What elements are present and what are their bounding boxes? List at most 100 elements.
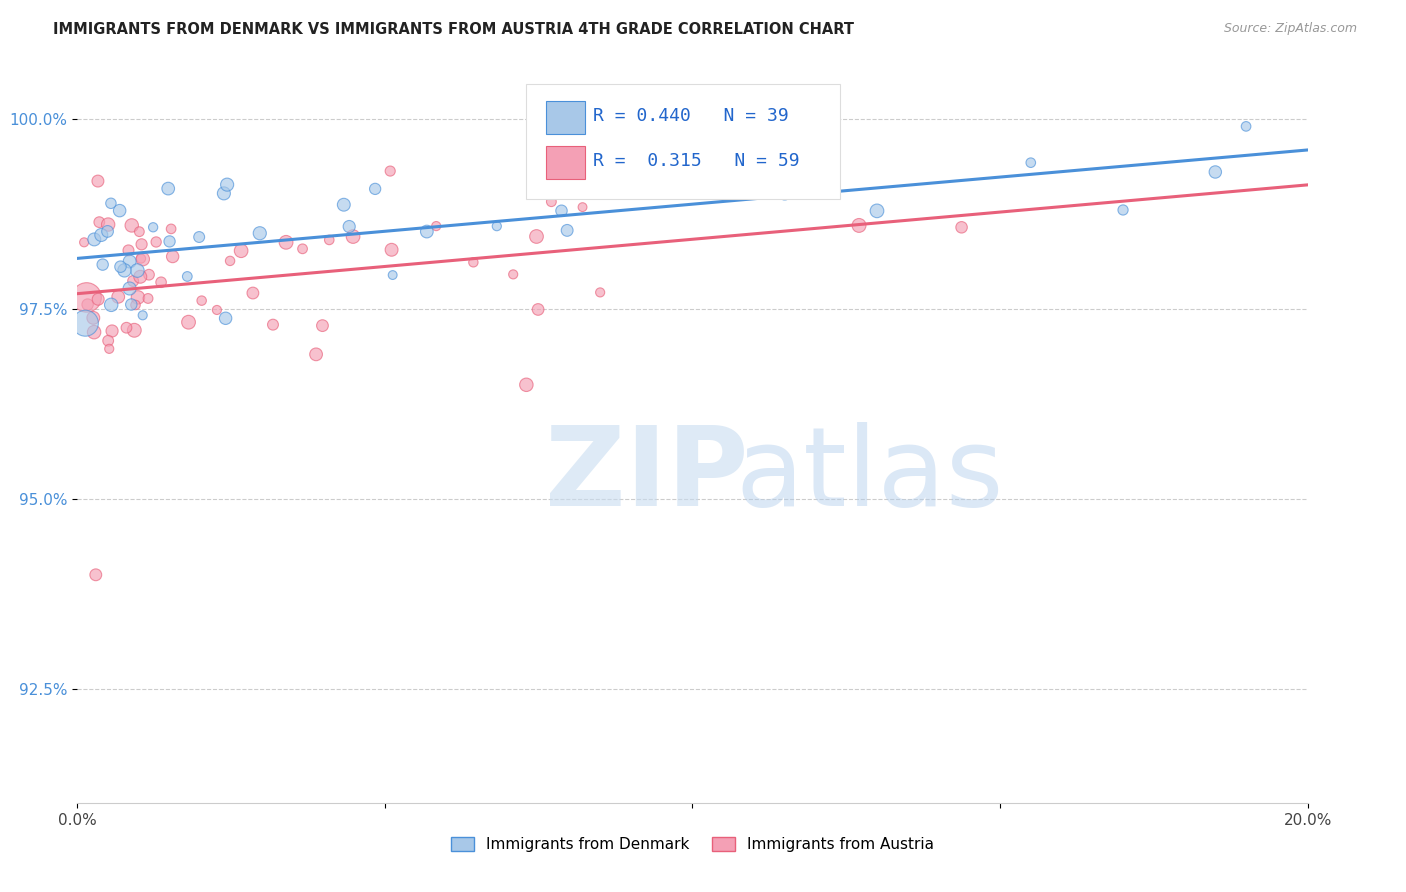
Point — [97, 334, 120, 348]
Point — [121, 219, 143, 233]
Point — [305, 347, 328, 361]
Point — [1204, 165, 1226, 179]
Point — [97, 218, 120, 232]
Point — [90, 227, 112, 242]
Point — [162, 250, 184, 264]
Point — [83, 325, 105, 339]
Point — [205, 302, 228, 317]
Point — [98, 342, 121, 356]
Point — [75, 316, 97, 330]
Point — [364, 182, 387, 196]
Point — [950, 220, 973, 235]
Point — [138, 268, 160, 282]
Point — [589, 285, 612, 300]
Point — [188, 230, 211, 244]
Text: IMMIGRANTS FROM DENMARK VS IMMIGRANTS FROM AUSTRIA 4TH GRADE CORRELATION CHART: IMMIGRANTS FROM DENMARK VS IMMIGRANTS FR… — [53, 22, 855, 37]
Text: R =  0.315   N = 59: R = 0.315 N = 59 — [593, 152, 800, 169]
Point — [76, 290, 98, 304]
Point — [115, 320, 138, 334]
FancyBboxPatch shape — [526, 84, 841, 200]
Point — [131, 308, 153, 322]
Point — [342, 229, 364, 244]
Point — [131, 237, 153, 252]
Point — [527, 153, 550, 167]
FancyBboxPatch shape — [546, 146, 585, 178]
Point — [128, 225, 150, 239]
Point — [214, 311, 236, 326]
Point — [274, 235, 297, 250]
Point — [713, 183, 735, 197]
Point — [76, 297, 98, 311]
Point — [571, 200, 593, 214]
Point — [117, 244, 139, 258]
Point — [129, 252, 152, 266]
Point — [550, 203, 572, 218]
Point — [142, 220, 165, 235]
Point — [1112, 202, 1135, 217]
Point — [118, 254, 141, 268]
Point — [91, 258, 114, 272]
Point — [177, 315, 200, 329]
Point — [337, 219, 360, 234]
Point — [87, 174, 110, 188]
Point — [122, 274, 145, 288]
Point — [114, 263, 136, 277]
Point — [120, 297, 142, 311]
Point — [311, 318, 333, 333]
Point — [124, 298, 146, 312]
Point — [150, 275, 173, 289]
Point — [262, 318, 284, 332]
Point — [100, 196, 122, 211]
Text: R = 0.440   N = 39: R = 0.440 N = 39 — [593, 107, 789, 125]
Point — [176, 269, 198, 284]
Point — [118, 281, 141, 295]
Point — [101, 324, 124, 338]
Point — [212, 186, 235, 201]
Point — [555, 223, 578, 237]
Point — [190, 293, 212, 308]
Point — [848, 219, 870, 233]
Point — [773, 186, 796, 201]
Point — [82, 310, 104, 325]
Point — [87, 292, 110, 306]
Point — [502, 268, 524, 282]
Point — [866, 203, 889, 218]
Point — [380, 164, 402, 178]
Point — [83, 232, 105, 246]
Point — [381, 268, 404, 282]
Point — [249, 226, 271, 240]
Point — [1019, 155, 1042, 169]
Point — [132, 252, 155, 266]
Point — [242, 286, 264, 301]
Point — [381, 243, 404, 257]
Point — [73, 235, 96, 250]
FancyBboxPatch shape — [546, 101, 585, 134]
Point — [160, 222, 183, 236]
Point — [291, 242, 314, 256]
Point — [526, 229, 548, 244]
Point — [89, 215, 111, 229]
Point — [136, 292, 159, 306]
Point — [108, 203, 131, 218]
Point — [217, 178, 239, 192]
Point — [333, 198, 356, 212]
Point — [127, 263, 149, 277]
Point — [1234, 120, 1257, 134]
Text: Source: ZipAtlas.com: Source: ZipAtlas.com — [1223, 22, 1357, 36]
Point — [219, 253, 242, 268]
Point — [485, 219, 508, 234]
Point — [527, 302, 550, 317]
Point — [96, 224, 118, 238]
Point — [129, 269, 152, 284]
Point — [124, 323, 146, 337]
Point — [159, 235, 181, 249]
Point — [515, 377, 537, 392]
Point — [425, 219, 447, 233]
Point — [157, 181, 180, 195]
Legend: Immigrants from Denmark, Immigrants from Austria: Immigrants from Denmark, Immigrants from… — [444, 830, 941, 858]
Point — [84, 567, 107, 582]
Point — [416, 225, 439, 239]
Point — [107, 290, 129, 304]
Point — [463, 255, 485, 269]
Text: atlas: atlas — [735, 422, 1004, 529]
